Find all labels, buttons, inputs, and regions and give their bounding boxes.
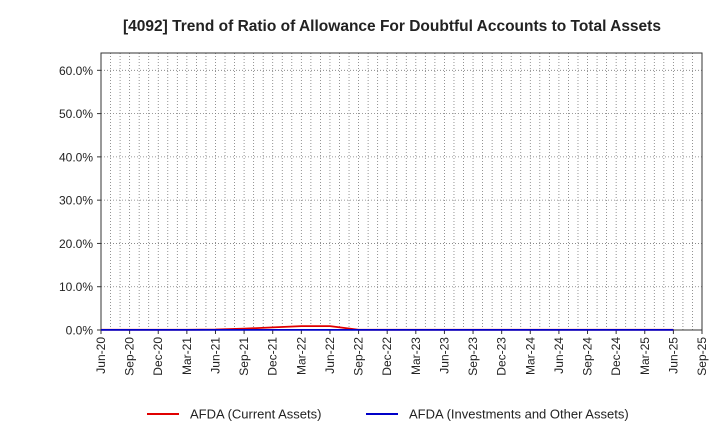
- y-tick-label: 10.0%: [59, 280, 93, 294]
- x-tick-label: Mar-24: [523, 337, 537, 375]
- x-tick-label: Jun-24: [552, 337, 566, 374]
- grid-layer: [101, 53, 702, 330]
- y-tick-label: 40.0%: [59, 150, 93, 164]
- x-tick-label: Jun-23: [437, 337, 451, 374]
- y-tick-label: 0.0%: [66, 324, 94, 338]
- legend: AFDA (Current Assets) AFDA (Investments a…: [147, 407, 629, 422]
- x-tick-label: Jun-22: [323, 337, 337, 374]
- x-tick-label: Dec-23: [495, 337, 509, 376]
- legend-label: AFDA (Current Assets): [190, 407, 321, 422]
- x-tick-label: Dec-21: [266, 337, 280, 376]
- y-tick-label: 50.0%: [59, 107, 93, 121]
- x-tick-label: Mar-21: [180, 337, 194, 375]
- x-tick-label: Jun-21: [208, 337, 222, 374]
- x-tick-label: Dec-24: [609, 337, 623, 376]
- x-tick-label: Sep-20: [123, 337, 137, 376]
- x-tick-label: Mar-23: [409, 337, 423, 375]
- x-tick-label: Sep-24: [581, 337, 595, 376]
- series-layer: [101, 325, 674, 331]
- x-tick-label: Sep-23: [466, 337, 480, 376]
- y-tick-label: 60.0%: [59, 64, 93, 78]
- y-axis: 0.0% 10.0% 20.0% 30.0% 40.0% 50.0% 60.0%: [59, 64, 101, 338]
- x-tick-label: Jun-25: [666, 337, 680, 374]
- chart-title: [4092] Trend of Ratio of Allowance For D…: [123, 18, 661, 35]
- legend-label: AFDA (Investments and Other Assets): [409, 407, 629, 422]
- x-tick-label: Sep-22: [352, 337, 366, 376]
- x-tick-label: Dec-22: [380, 337, 394, 376]
- x-tick-label: Sep-25: [695, 337, 709, 376]
- plot-frame: [100, 52, 703, 331]
- x-tick-label: Mar-22: [294, 337, 308, 375]
- y-tick-label: 20.0%: [59, 237, 93, 251]
- x-tick-label: Dec-20: [151, 337, 165, 376]
- x-axis: Jun-20 Sep-20 Dec-20 Mar-21 Jun-21 Sep-21 Dec-…: [94, 330, 709, 376]
- y-tick-label: 30.0%: [59, 194, 93, 208]
- x-tick-label: Mar-25: [638, 337, 652, 375]
- x-tick-label: Jun-20: [94, 337, 108, 374]
- x-tick-label: Sep-21: [237, 337, 251, 376]
